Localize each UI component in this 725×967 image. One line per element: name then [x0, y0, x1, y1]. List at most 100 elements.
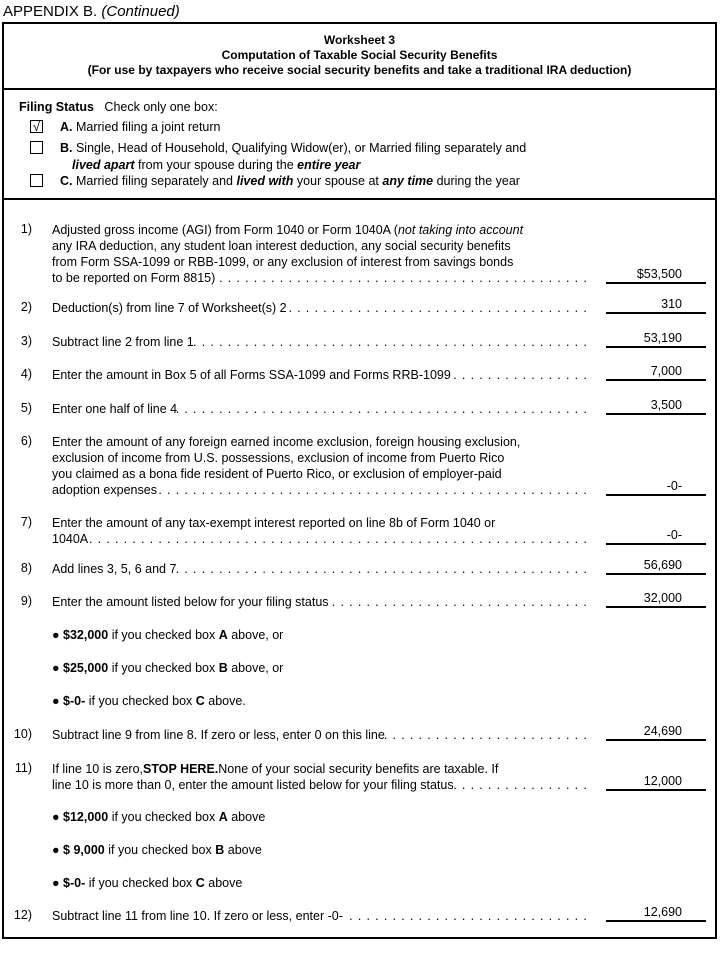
line-number: 1)	[20, 222, 32, 236]
description-line: Deduction(s) from line 7 of Worksheet(s)…	[52, 300, 592, 316]
worksheet-header: Worksheet 3 Computation of Taxable Socia…	[4, 24, 715, 90]
line-description: Enter the amount listed below for your f…	[52, 594, 592, 610]
option-label-line: lived apart from your spouse during the …	[60, 157, 526, 174]
text-segment: Married filing separately and	[72, 174, 237, 188]
text-segment: $-0-	[63, 694, 86, 708]
description-line: Enter the amount in Box 5 of all Forms S…	[52, 367, 592, 383]
bullet-text: ● $32,000 if you checked box A above, or	[52, 628, 283, 642]
dot-leader: ........................................…	[342, 909, 592, 923]
line-number: 4)	[20, 367, 32, 381]
description-line: to be reported on Form 8815)............…	[52, 270, 592, 286]
description-line: you claimed as a bona fide resident of P…	[52, 466, 592, 482]
description-line: Enter the amount listed below for your f…	[52, 594, 592, 610]
text-segment: ●	[52, 694, 64, 708]
line-2-amount[interactable]: 310	[606, 296, 706, 314]
description-line: Subtract line 9 from line 8. If zero or …	[52, 727, 592, 743]
worksheet-subtitle: (For use by taxpayers who receive social…	[87, 63, 632, 77]
line-description: Adjusted gross income (AGI) from Form 10…	[52, 222, 592, 286]
text-segment: ●	[52, 810, 64, 824]
dot-leader: ........................................…	[157, 483, 592, 497]
text-segment: adoption expenses	[52, 483, 157, 497]
option-label-line: A. Married filing a joint return	[60, 119, 220, 136]
line-1-amount[interactable]: $53,500	[606, 266, 706, 284]
text-segment: if you checked box	[108, 661, 219, 675]
text-segment: Enter the amount of any foreign earned i…	[52, 435, 521, 449]
text-segment: Married filing a joint return	[72, 120, 221, 134]
line-4-amount[interactable]: 7,000	[606, 363, 706, 381]
filing-status-label: Filing Status	[19, 100, 94, 114]
line-3-amount[interactable]: 53,190	[606, 330, 706, 348]
text-segment: above, or	[227, 628, 284, 642]
text-segment: $ 9,000	[63, 843, 105, 857]
text-segment: if you checked box	[108, 628, 219, 642]
checkbox-a[interactable]: √	[30, 120, 43, 133]
description-line: Subtract line 11 from line 10. If zero o…	[52, 908, 592, 924]
text-segment: C.	[60, 174, 73, 188]
text-segment: Adjusted gross income (AGI) from Form 10…	[52, 223, 398, 237]
text-segment: above.	[204, 694, 246, 708]
worksheet-title: Computation of Taxable Social Security B…	[221, 48, 498, 62]
line-number: 2)	[20, 300, 32, 314]
filing-status-heading: Filing Status Check only one box:	[19, 100, 218, 114]
text-segment: above	[227, 810, 266, 824]
line-number: 5)	[20, 401, 32, 415]
line-5-amount[interactable]: 3,500	[606, 397, 706, 415]
option-label-line: B. Single, Head of Household, Qualifying…	[60, 140, 526, 157]
dot-leader: ........................................…	[287, 301, 592, 315]
text-segment: If line 10 is zero,	[52, 762, 144, 776]
text-segment: above	[224, 843, 262, 857]
line-description: Deduction(s) from line 7 of Worksheet(s)…	[52, 300, 592, 316]
line-10-amount[interactable]: 24,690	[606, 723, 706, 741]
text-segment: Subtract line 2 from line 1	[52, 335, 194, 349]
line-description: Subtract line 9 from line 8. If zero or …	[52, 727, 592, 743]
bullet-text: ● $25,000 if you checked box B above, or	[52, 661, 283, 675]
line-description: Subtract line 2 from line 1.............…	[52, 334, 592, 350]
description-line: Add lines 3, 5, 6 and 7.................…	[52, 561, 592, 577]
description-line: Subtract line 2 from line 1.............…	[52, 334, 592, 350]
description-line: Enter the amount of any foreign earned i…	[52, 434, 592, 450]
description-line: Enter one half of line 4................…	[52, 401, 592, 417]
text-segment: STOP HERE.	[143, 762, 219, 776]
text-segment: if you checked box	[85, 876, 196, 890]
line-12-amount[interactable]: 12,690	[606, 904, 706, 922]
line-8-amount[interactable]: 56,690	[606, 557, 706, 575]
text-segment: your spouse at	[293, 174, 383, 188]
text-segment: $12,000	[63, 810, 109, 824]
text-segment: Enter one half of line 4	[52, 402, 178, 416]
line-description: Enter one half of line 4................…	[52, 401, 592, 417]
text-segment: any IRA deduction, any student loan inte…	[52, 239, 511, 253]
description-line: any IRA deduction, any student loan inte…	[52, 238, 592, 254]
line-description: Enter the amount of any tax-exempt inter…	[52, 515, 592, 547]
line-number: 3)	[20, 334, 32, 348]
text-segment: Add lines 3, 5, 6 and 7	[52, 562, 177, 576]
worksheet-number: Worksheet 3	[323, 33, 396, 47]
description-line: Enter the amount of any tax-exempt inter…	[52, 515, 592, 531]
text-segment: not taking into account	[397, 223, 524, 237]
text-segment: you claimed as a bona fide resident of P…	[52, 467, 502, 481]
text-segment: Enter the amount of any tax-exempt inter…	[52, 516, 496, 530]
checkbox-b[interactable]	[30, 141, 43, 154]
text-segment: $-0-	[63, 876, 86, 890]
dot-leader: ........................................…	[88, 532, 592, 546]
line-11-amount[interactable]: 12,000	[606, 773, 706, 791]
dot-leader: ........................................…	[215, 271, 592, 285]
checkbox-c[interactable]	[30, 174, 43, 187]
text-segment: 1040A	[52, 532, 89, 546]
line-7-amount[interactable]: -0-	[606, 527, 706, 545]
line-9-amount[interactable]: 32,000	[606, 590, 706, 608]
text-segment: B	[218, 661, 228, 675]
dot-leader: ........................................…	[176, 562, 592, 576]
text-segment: lived apart	[72, 158, 135, 172]
line-6-amount[interactable]: -0-	[606, 478, 706, 496]
text-segment: entire year	[297, 158, 361, 172]
option-label: A. Married filing a joint return	[60, 119, 220, 136]
text-segment: Subtract line 11 from line 10. If zero o…	[52, 909, 343, 923]
dot-leader: ........................................…	[453, 778, 592, 792]
text-segment: Single, Head of Household, Qualifying Wi…	[72, 141, 527, 155]
description-line: 1040A...................................…	[52, 531, 592, 547]
text-segment: None of your social security benefits ar…	[218, 762, 499, 776]
text-segment: $25,000	[63, 661, 109, 675]
text-segment: B.	[60, 141, 73, 155]
dot-leader: ........................................…	[177, 402, 592, 416]
option-label: C. Married filing separately and lived w…	[60, 173, 520, 190]
